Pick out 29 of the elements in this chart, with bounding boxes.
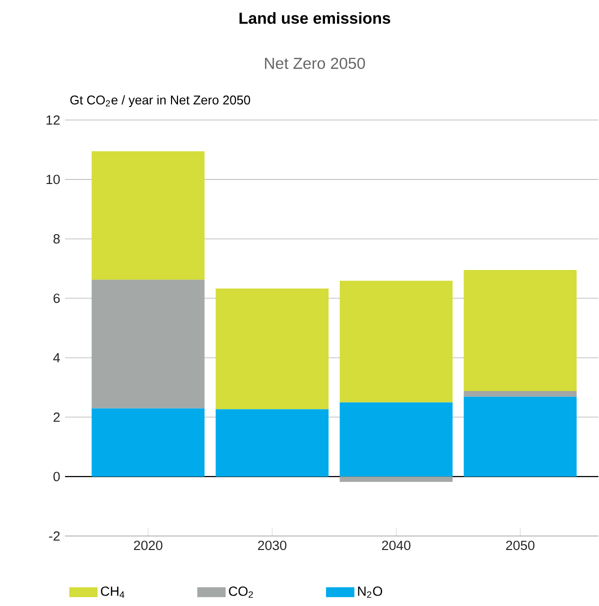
y-tick-label: 0	[53, 472, 60, 482]
chart-subtitle: Net Zero 2050	[265, 58, 365, 69]
x-tick-label: 2050	[506, 540, 534, 550]
legend-label: N$_{2}$O	[358, 586, 382, 598]
bar	[216, 288, 329, 410]
y-tick-label: 10	[46, 174, 60, 184]
bar	[464, 390, 577, 397]
x-tick-label: 2030	[258, 540, 286, 550]
y-tick-label: -2	[49, 531, 60, 541]
bar	[216, 409, 329, 477]
y-axis-title: Gt CO$_{2}$e / year in Net Zero 2050	[70, 95, 250, 107]
y-tick-label: 4	[53, 353, 60, 362]
y-tick-label: 12	[46, 115, 60, 125]
bar	[464, 270, 577, 391]
y-tick-label: 6	[54, 294, 60, 303]
legend-label: CO$_{2}$	[228, 586, 253, 598]
bar	[340, 402, 453, 477]
x-tick-label: 2020	[134, 540, 162, 550]
bar	[92, 408, 205, 477]
bar	[340, 476, 453, 482]
y-tick-label: 8	[54, 234, 60, 244]
bar	[92, 280, 205, 408]
legend-label: CH$_{4}$	[100, 586, 124, 598]
bar	[340, 280, 453, 402]
bar	[92, 151, 205, 280]
x-tick-label: 2040	[382, 540, 410, 550]
chart-title: Land use emissions	[240, 12, 390, 24]
bar	[464, 396, 577, 477]
y-tick-label: 2	[54, 412, 60, 422]
